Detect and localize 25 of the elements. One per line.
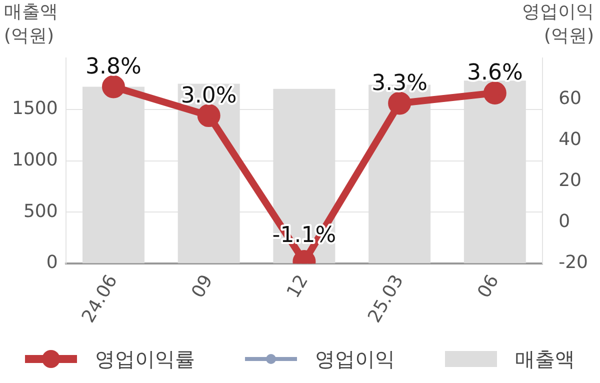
x-tick-label: 09 (188, 271, 218, 302)
y2-tick-label: 60 (558, 88, 582, 109)
y2-tick-label: 20 (558, 170, 582, 192)
y-tick-label: 1000 (12, 149, 58, 170)
annotation: 3.0% (180, 83, 237, 108)
annotation: 3.3% (372, 70, 428, 96)
y-tick-label: 500 (23, 200, 58, 222)
annotation: 3.8% (86, 54, 142, 80)
y-tick-label: 0 (46, 252, 58, 274)
x-tick-label: 12 (282, 271, 313, 302)
y2-axis-title: 영업이익 (억원) (522, 2, 594, 47)
point (388, 92, 412, 115)
point (197, 104, 220, 128)
annotation: 3.6% (466, 60, 523, 86)
y2-tick-label: 40 (558, 128, 582, 150)
x-tick-label: 06 (474, 271, 504, 302)
y-axis-title: 매출액 (억원) (4, 2, 58, 47)
y-tick-label: 1500 (12, 98, 58, 120)
legend-label: 영업이익률 (95, 346, 195, 372)
y2-tick-label: -20 (558, 252, 588, 274)
point (102, 75, 125, 98)
point (483, 81, 506, 104)
y2-tick-label: 0 (558, 211, 570, 232)
legend-label: 매출액 (515, 346, 575, 372)
legend-label: 영업이익 (315, 346, 395, 372)
